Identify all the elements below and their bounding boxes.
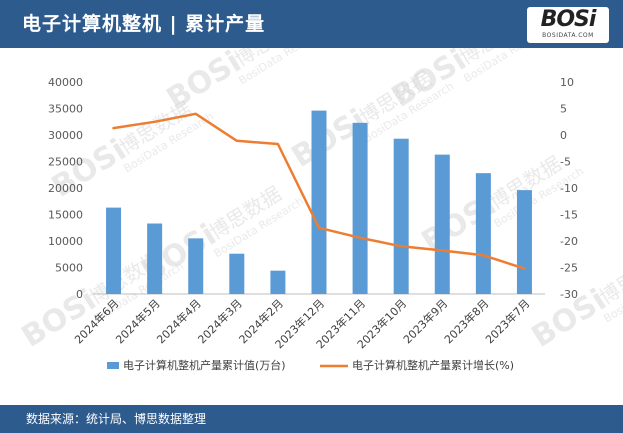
legend-label-bar: 电子计算机整机产量累计值(万台)	[123, 358, 286, 372]
bar	[188, 238, 204, 294]
y-right-tick-label: -10	[560, 182, 578, 195]
y-right-tick-label: -25	[560, 262, 578, 275]
y-left-tick-label: 10000	[48, 235, 83, 248]
y-right-tick-label: 10	[560, 76, 574, 89]
y-right-tick-label: -20	[560, 235, 578, 248]
bar	[106, 207, 122, 294]
legend-label-line: 电子计算机整机产量累计增长(%)	[352, 358, 514, 372]
logo-wordmark: BOSi	[540, 7, 597, 32]
data-source: 数据来源：统计局、博思数据整理	[26, 412, 207, 426]
y-right-tick-label: -15	[560, 209, 578, 222]
bar	[434, 154, 450, 294]
y-right-tick-label: -30	[560, 288, 578, 301]
y-left-tick-label: 20000	[48, 182, 83, 195]
y-left-tick-label: 40000	[48, 76, 83, 89]
y-right-tick-label: 5	[560, 103, 567, 116]
brand-logo: BOSi BOSIDATA.COM	[527, 7, 609, 43]
legend-swatch-bar	[107, 362, 119, 369]
y-left-tick-label: 0	[76, 288, 83, 301]
series-line	[112, 112, 526, 270]
y-left-tick-label: 5000	[55, 262, 83, 275]
y-left-tick-label: 15000	[48, 209, 83, 222]
y-left-tick-label: 25000	[48, 156, 83, 169]
y-left-tick-label: 35000	[48, 103, 83, 116]
logo-subtext: BOSIDATA.COM	[542, 32, 594, 39]
bar	[229, 253, 245, 294]
x-tick-label: 2023年7月	[482, 296, 532, 346]
header-bar: 电子计算机整机 | 累计产量 BOSi BOSIDATA.COM	[0, 0, 623, 48]
bar	[270, 270, 286, 294]
bar	[352, 122, 368, 294]
y-right-tick-label: -5	[560, 156, 571, 169]
bar	[393, 138, 409, 294]
footer-bar: 数据来源：统计局、博思数据整理	[0, 405, 623, 433]
bar	[516, 190, 532, 294]
y-right-tick-label: 0	[560, 129, 567, 142]
page-title: 电子计算机整机 | 累计产量	[22, 13, 266, 35]
bar	[311, 110, 327, 294]
bar	[475, 173, 491, 294]
bar	[147, 223, 163, 294]
y-left-tick-label: 30000	[48, 129, 83, 142]
